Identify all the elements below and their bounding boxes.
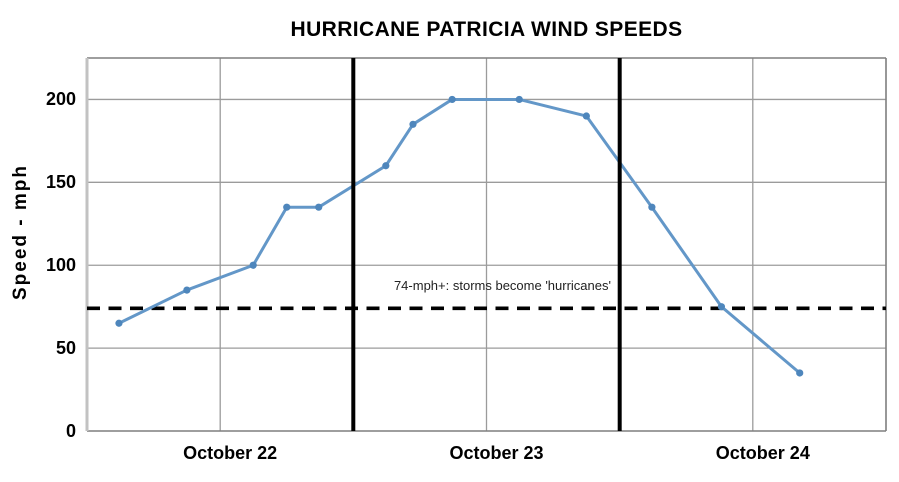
y-tick-label: 150 — [45, 172, 76, 193]
y-tick-label: 50 — [55, 338, 76, 359]
data-point — [115, 319, 123, 327]
data-point — [315, 203, 323, 211]
data-point — [796, 369, 804, 377]
data-point — [183, 286, 191, 294]
x-axis-label: October 23 — [449, 443, 544, 463]
data-point — [382, 162, 390, 170]
threshold-annotation: 74-mph+: storms become 'hurricanes' — [393, 278, 611, 294]
plot-area: 74-mph+: storms become 'hurricanes' — [85, 57, 887, 432]
series-line — [117, 97, 802, 375]
data-point — [582, 112, 590, 120]
data-point — [515, 95, 523, 104]
data-point — [409, 120, 417, 128]
chart-title: HURRICANE PATRICIA WIND SPEEDS — [290, 18, 683, 41]
data-point — [648, 203, 656, 211]
data-point — [448, 95, 456, 104]
data-point — [283, 203, 291, 211]
y-axis-title: Speed - mph — [10, 164, 31, 301]
y-tick-label: 100 — [45, 255, 76, 276]
y-tick-label: 0 — [65, 421, 76, 441]
y-tick-label: 200 — [45, 89, 76, 110]
plot-svg — [85, 57, 887, 432]
data-point — [717, 303, 726, 311]
data-point — [249, 261, 257, 269]
x-axis-label: October 22 — [183, 443, 278, 463]
x-axis-label: October 24 — [715, 443, 810, 463]
